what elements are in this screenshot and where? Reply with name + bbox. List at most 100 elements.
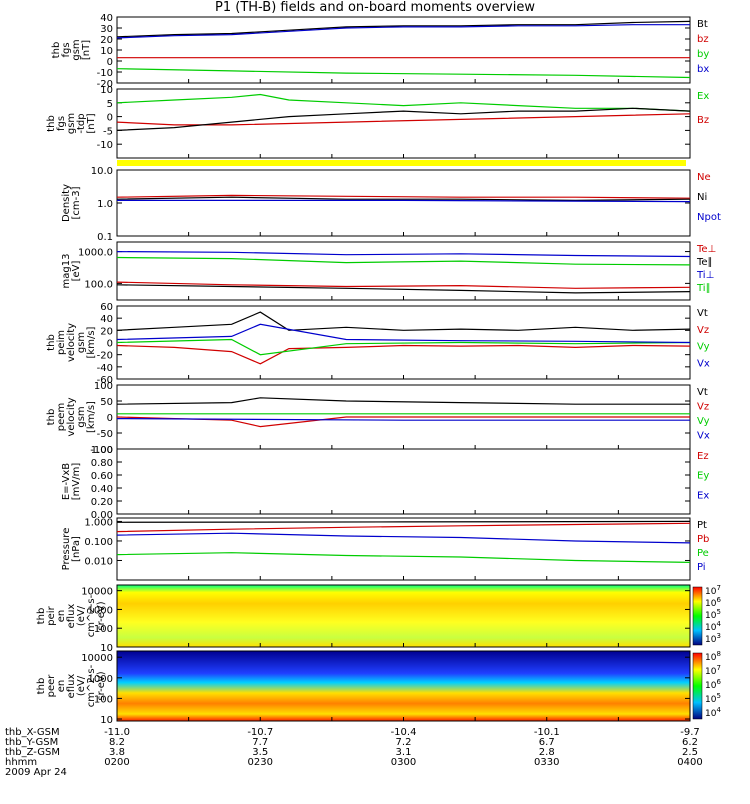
y-tick-label: 10 bbox=[100, 715, 113, 726]
series-line bbox=[116, 107, 691, 131]
y-axis-label: velocity bbox=[66, 323, 77, 362]
y-axis-label: Pressure bbox=[61, 528, 72, 571]
legend-entry: by bbox=[697, 49, 709, 60]
quality-flag-bar bbox=[117, 160, 686, 166]
legend-entry: Ti⊥ bbox=[696, 270, 714, 281]
panel-frame bbox=[116, 88, 691, 159]
y-axis-label: peer bbox=[46, 674, 57, 698]
spectrogram bbox=[117, 651, 690, 721]
legend-entry: Pt bbox=[697, 520, 707, 531]
colorbar bbox=[692, 586, 703, 646]
y-tick-label: -40 bbox=[97, 363, 113, 374]
x-axis-value: 3.8 bbox=[109, 747, 125, 758]
y-axis-label: cm^2-s- bbox=[86, 594, 97, 637]
legend-entry: Vt bbox=[697, 308, 708, 319]
y-axis-label: velocity bbox=[66, 397, 77, 436]
colorbar-label: 107 bbox=[705, 584, 721, 597]
y-axis-label: peir bbox=[46, 605, 57, 625]
legend-entry: Ti∥ bbox=[696, 283, 711, 294]
legend-entry: Npot bbox=[697, 212, 721, 223]
colorbar-label: 105 bbox=[705, 692, 721, 705]
plot-title: P1 (TH-B) fields and on-board moments ov… bbox=[215, 0, 535, 15]
x-axis-value: -10.7 bbox=[247, 727, 273, 738]
y-tick-label: 20 bbox=[100, 326, 113, 337]
colorbar bbox=[692, 652, 703, 720]
y-tick-label: -60 bbox=[97, 375, 113, 386]
legend-entry: Vz bbox=[697, 402, 709, 413]
y-tick-label: 0 bbox=[107, 57, 113, 68]
legend-entry: Te∥ bbox=[696, 257, 713, 268]
x-axis-value: 2.8 bbox=[539, 747, 555, 758]
x-axis-row-label: thb_Y-GSM bbox=[5, 737, 58, 748]
colorbar-label: 104 bbox=[705, 620, 721, 633]
series-line bbox=[116, 418, 690, 421]
y-tick-label: 10 bbox=[100, 46, 113, 57]
colorbar-label: 108 bbox=[705, 650, 721, 663]
y-axis-label: thb bbox=[51, 42, 62, 59]
colorbar-label: 104 bbox=[705, 706, 721, 719]
x-axis-value: 2.5 bbox=[682, 747, 698, 758]
series-line bbox=[116, 281, 691, 289]
y-tick-label: 100 bbox=[94, 381, 113, 392]
y-tick-label: -20 bbox=[97, 351, 113, 362]
y-tick-label: 10000 bbox=[81, 587, 113, 598]
y-tick-label: 0.60 bbox=[91, 471, 113, 482]
x-axis-value: 7.7 bbox=[252, 737, 268, 748]
panel-frame bbox=[116, 517, 691, 581]
y-tick-label: 10.0 bbox=[91, 166, 113, 177]
x-axis-value: 3.1 bbox=[396, 747, 412, 758]
y-tick-label: 5 bbox=[107, 99, 113, 110]
panel-frame bbox=[116, 169, 691, 237]
y-tick-label: 0.00 bbox=[91, 510, 113, 521]
y-tick-label: -100 bbox=[90, 445, 113, 456]
x-axis-value: 0200 bbox=[104, 757, 129, 768]
x-axis-value: 0300 bbox=[391, 757, 416, 768]
panel-frame bbox=[116, 241, 691, 301]
y-axis-label: eflux bbox=[66, 674, 77, 699]
series-line bbox=[116, 522, 691, 533]
legend-entry: Bt bbox=[697, 19, 708, 30]
y-axis-label: [mV/m] bbox=[71, 463, 82, 501]
series-line bbox=[116, 256, 691, 266]
legend-entry: Ey bbox=[697, 471, 709, 482]
spectrogram bbox=[117, 585, 690, 647]
x-axis-row-label: thb_Z-GSM bbox=[5, 747, 60, 758]
series-line bbox=[116, 344, 691, 365]
series-line bbox=[116, 93, 691, 112]
panel-3: 0.1 1.0 10.0 Density [cm-3] Ne Ni Npot bbox=[61, 166, 721, 243]
y-axis-label: mag13 bbox=[61, 254, 72, 289]
y-tick-label: 10 bbox=[100, 643, 113, 654]
legend-entry: Vy bbox=[697, 342, 710, 353]
y-tick-label: 100 bbox=[94, 694, 113, 705]
y-axis-label: (eV/ bbox=[76, 675, 87, 696]
y-axis-label: fgs bbox=[56, 116, 67, 131]
series-line bbox=[116, 196, 691, 202]
legend-entry: Pb bbox=[697, 534, 709, 545]
y-axis-label: [cm-3] bbox=[71, 186, 82, 219]
series-line bbox=[116, 397, 690, 405]
y-tick-label: 30 bbox=[100, 24, 113, 35]
y-axis-label: [nT] bbox=[81, 40, 92, 60]
legend-entry: Vy bbox=[697, 416, 710, 427]
y-tick-label: -5 bbox=[103, 126, 113, 137]
y-axis-label: E=-VxB bbox=[61, 463, 72, 500]
legend-entry: Ex bbox=[697, 490, 709, 501]
colorbar-label: 103 bbox=[705, 632, 721, 645]
series-line bbox=[116, 520, 691, 523]
series-line bbox=[116, 416, 690, 428]
y-tick-label: 1.0 bbox=[97, 199, 113, 210]
legend-entry: bx bbox=[697, 64, 709, 75]
x-axis-value: 7.2 bbox=[396, 737, 412, 748]
series-line bbox=[116, 311, 691, 331]
y-axis-label: sr-eV) bbox=[96, 601, 107, 630]
y-tick-label: 0 bbox=[107, 113, 113, 124]
y-tick-label: 0.40 bbox=[91, 484, 113, 495]
panel-frame bbox=[116, 448, 691, 515]
y-axis-label: eflux bbox=[66, 604, 77, 629]
x-axis-value: -10.4 bbox=[391, 727, 417, 738]
y-axis-label: sr-eV) bbox=[96, 671, 107, 700]
y-axis-label: [km/s] bbox=[86, 401, 97, 433]
y-axis-label: Density bbox=[61, 184, 72, 222]
